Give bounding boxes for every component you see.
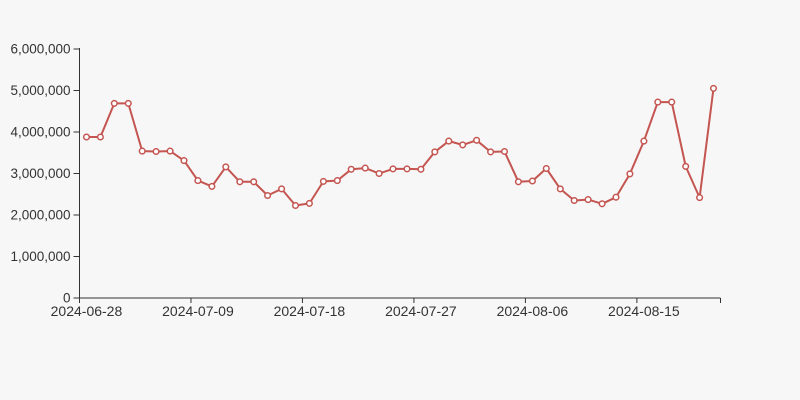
data-point-marker (473, 136, 481, 144)
x-axis-tick-label: 2024-07-27 (385, 303, 457, 319)
data-point-marker (305, 199, 313, 207)
data-point-marker (180, 157, 188, 165)
data-point-marker (612, 193, 620, 201)
y-axis-tick-label: 4,000,000 (10, 125, 70, 140)
x-axis-tick-label: 2024-07-09 (162, 303, 234, 319)
data-point-marker (82, 133, 91, 141)
data-point-marker (417, 165, 425, 173)
data-point-marker (626, 170, 634, 178)
data-point-marker (166, 147, 174, 155)
data-point-marker (403, 165, 411, 173)
data-point-marker (361, 164, 369, 172)
x-axis-tick-label: 2024-07-18 (274, 303, 346, 319)
data-point-marker (445, 137, 453, 145)
data-point-marker (375, 169, 383, 178)
y-axis-tick-label: 1,000,000 (10, 249, 70, 264)
data-point-marker (668, 98, 676, 106)
data-point-marker (110, 99, 118, 107)
x-axis-tick-label: 2024-08-15 (608, 303, 680, 319)
data-point-marker (152, 147, 160, 156)
x-axis-tick-label: 2024-06-28 (51, 303, 123, 319)
data-point-marker (654, 98, 662, 106)
data-point-marker (264, 191, 272, 200)
series-line (85, 87, 715, 207)
data-point-marker (570, 196, 578, 205)
data-point-marker (222, 163, 230, 171)
y-axis-tick-label: 6,000,000 (10, 42, 70, 57)
data-point-marker (528, 177, 536, 185)
data-point-marker (319, 177, 327, 185)
data-point-marker (291, 201, 300, 210)
data-point-marker (96, 133, 104, 141)
data-point-marker (542, 164, 550, 173)
data-point-marker (682, 162, 690, 170)
y-axis-tick-label: 0 (63, 291, 71, 306)
data-point-marker (124, 99, 132, 107)
data-point-marker (347, 165, 355, 173)
data-point-marker (459, 141, 467, 149)
y-axis-tick-label: 5,000,000 (10, 83, 70, 98)
data-point-marker (696, 194, 704, 202)
data-point-marker (514, 178, 522, 186)
data-point-marker (389, 165, 397, 173)
data-point-marker (598, 200, 606, 208)
data-point-marker (584, 196, 592, 204)
data-point-marker (194, 177, 202, 185)
data-point-marker (500, 147, 509, 156)
y-axis-tick-label: 2,000,000 (10, 208, 70, 223)
data-point-marker (556, 185, 564, 193)
data-point-marker (431, 148, 439, 156)
data-point-marker (709, 84, 718, 92)
data-point-marker (236, 178, 244, 186)
data-point-marker (487, 148, 495, 156)
data-point-marker (250, 178, 258, 186)
data-point-marker (208, 182, 216, 190)
x-axis-tick-label: 2024-08-06 (497, 303, 569, 319)
data-point-marker (278, 185, 286, 193)
data-point-marker (138, 147, 146, 155)
y-axis-tick-label: 3,000,000 (10, 166, 70, 181)
data-point-marker (640, 137, 648, 145)
data-point-marker (333, 177, 341, 185)
